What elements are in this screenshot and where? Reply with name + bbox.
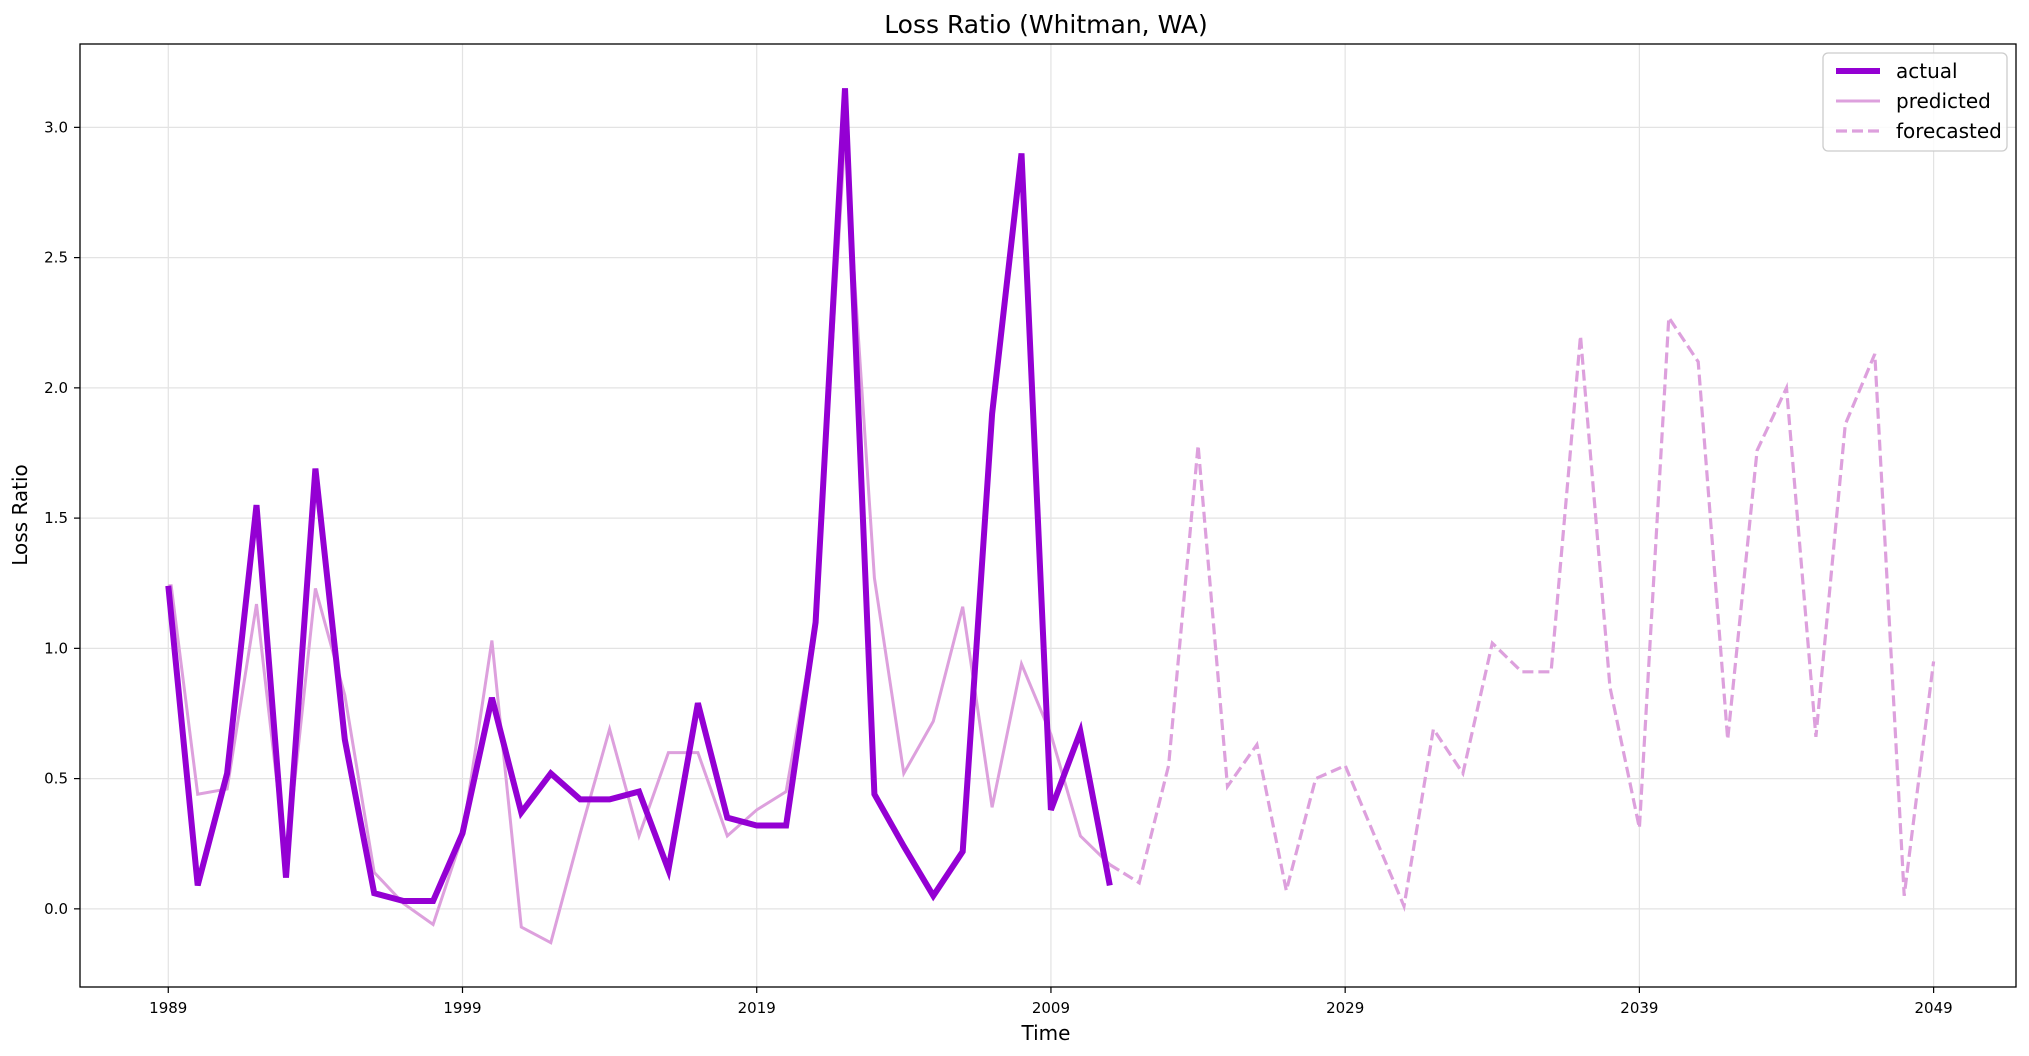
legend-label-predicted: predicted — [1896, 89, 1991, 113]
y-tick-label: 0.5 — [44, 770, 68, 788]
y-tick-label: 1.0 — [44, 639, 68, 657]
x-axis-title: Time — [1021, 1021, 1071, 1045]
x-tick-label: 2009 — [1032, 999, 1070, 1017]
legend-label-actual: actual — [1896, 59, 1958, 83]
series-line-predicted — [168, 135, 1111, 945]
legend-label-forecasted: forecasted — [1896, 119, 2002, 143]
series-line-actual — [165, 88, 1113, 904]
grid-lines — [80, 44, 2016, 987]
x-tick-label: 2049 — [1915, 999, 1953, 1017]
y-tick-label: 3.0 — [44, 118, 68, 136]
x-tick-label: 2029 — [1326, 999, 1364, 1017]
series-line-forecasted — [1108, 312, 1936, 912]
plot-frame — [79, 43, 2017, 988]
series-lines — [165, 88, 1936, 945]
legend: actual predicted forecasted — [1822, 52, 2008, 152]
x-tick-label: 1989 — [149, 999, 187, 1017]
x-tick-label: 2039 — [1620, 999, 1658, 1017]
y-tick-label: 2.0 — [44, 379, 68, 397]
chart-title: Loss Ratio (Whitman, WA) — [884, 10, 1208, 39]
y-axis-title: Loss Ratio — [8, 464, 32, 566]
legend-box — [1822, 52, 2008, 152]
y-tick-label: 2.5 — [44, 249, 68, 267]
y-tick-label: 1.5 — [44, 509, 68, 527]
x-tick-label: 1999 — [443, 999, 481, 1017]
x-axis-ticks: 1989 1999 2019 2009 2029 2039 2049 — [149, 987, 1953, 1017]
x-tick-label: 2019 — [738, 999, 776, 1017]
y-tick-label: 0.0 — [44, 900, 68, 918]
y-axis-ticks: 0.0 0.5 1.0 1.5 2.0 2.5 3.0 — [44, 118, 80, 918]
